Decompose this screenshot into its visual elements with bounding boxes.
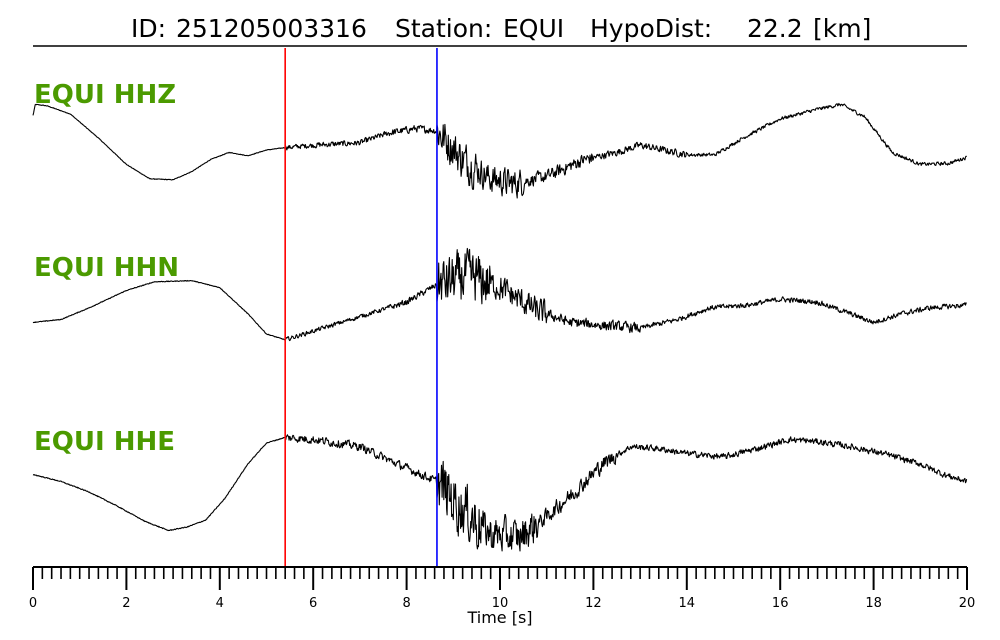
x-tick-label: 14: [679, 596, 696, 611]
x-tick-label: 12: [585, 596, 602, 611]
title-dist-unit: [km]: [813, 14, 871, 43]
x-tick-label: 20: [959, 596, 976, 611]
channel-label-equi-hhn: EQUI HHN: [34, 253, 179, 283]
phase-picks: [284, 48, 438, 567]
chart-title: ID: 251205003316 Station: EQUI HypoDist:…: [131, 14, 871, 43]
title-dist-label: HypoDist:: [590, 14, 712, 43]
channel-labels: EQUI HHZ EQUI HHN EQUI HHE: [34, 80, 179, 457]
waveform-equi-hhz: [32, 102, 968, 199]
x-tick-label: 4: [216, 596, 224, 611]
title-station-value: EQUI: [503, 14, 564, 43]
x-tick-label: 6: [309, 596, 317, 611]
x-tick-label: 18: [865, 596, 882, 611]
channel-label-equi-hhe: EQUI HHE: [34, 427, 175, 457]
title-id-value: 251205003316: [176, 14, 367, 43]
x-tick-label: 0: [29, 596, 37, 611]
x-tick-label: 2: [122, 596, 130, 611]
waveform-traces: [32, 102, 968, 552]
x-axis: 0 2 4 6 8 10 12 14 16 18 20: [29, 566, 976, 611]
title-station-label: Station:: [395, 14, 492, 43]
title-dist-value: 22.2: [747, 14, 803, 43]
x-tick-label: 8: [402, 596, 410, 611]
title-id-label: ID:: [131, 14, 166, 43]
waveform-equi-hhn: [32, 247, 967, 342]
channel-label-equi-hhz: EQUI HHZ: [34, 80, 176, 110]
x-tick-label: 16: [772, 596, 789, 611]
x-axis-label: Time [s]: [466, 608, 532, 627]
x-tick-label: 10: [492, 596, 509, 611]
waveform-equi-hhe: [32, 434, 968, 552]
